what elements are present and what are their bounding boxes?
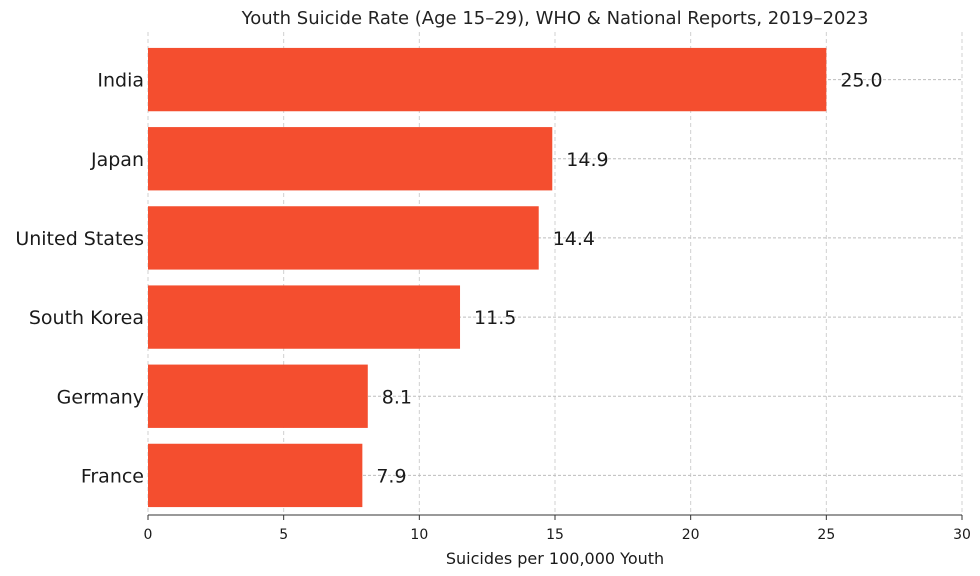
bar-4 [148, 364, 368, 428]
x-tick-label-5: 25 [817, 527, 835, 543]
x-tick-label-6: 30 [953, 527, 971, 543]
x-tick-label-4: 20 [682, 527, 700, 543]
category-label-5: France [81, 465, 144, 487]
bar-3 [148, 285, 461, 349]
x-tick-label-3: 15 [546, 527, 564, 543]
category-label-1: Japan [90, 149, 144, 171]
bar-2 [148, 206, 539, 270]
chart-title: Youth Suicide Rate (Age 15–29), WHO & Na… [241, 8, 869, 29]
x-axis-label: Suicides per 100,000 Youth [446, 549, 664, 568]
x-tick-label-1: 5 [279, 527, 288, 543]
bar-5 [148, 443, 363, 508]
value-label-2: 14.4 [553, 228, 595, 250]
value-label-5: 7.9 [376, 465, 406, 487]
value-label-4: 8.1 [382, 386, 412, 408]
category-label-2: United States [15, 228, 144, 250]
bar-0 [148, 47, 827, 112]
category-label-3: South Korea [29, 307, 144, 329]
value-label-1: 14.9 [566, 149, 608, 171]
labels-layer: India 25.0 Japan 14.9 United States 14.4 South… [15, 70, 882, 488]
value-label-0: 25.0 [840, 70, 882, 92]
category-label-0: India [97, 70, 144, 92]
category-label-4: Germany [57, 386, 144, 408]
x-tick-label-0: 0 [144, 527, 153, 543]
bar-1 [148, 127, 553, 191]
value-label-3: 11.5 [474, 307, 516, 329]
x-axis: 0 5 10 15 20 25 30 [144, 514, 971, 543]
x-tick-label-2: 10 [410, 527, 428, 543]
bars-layer [148, 47, 827, 508]
